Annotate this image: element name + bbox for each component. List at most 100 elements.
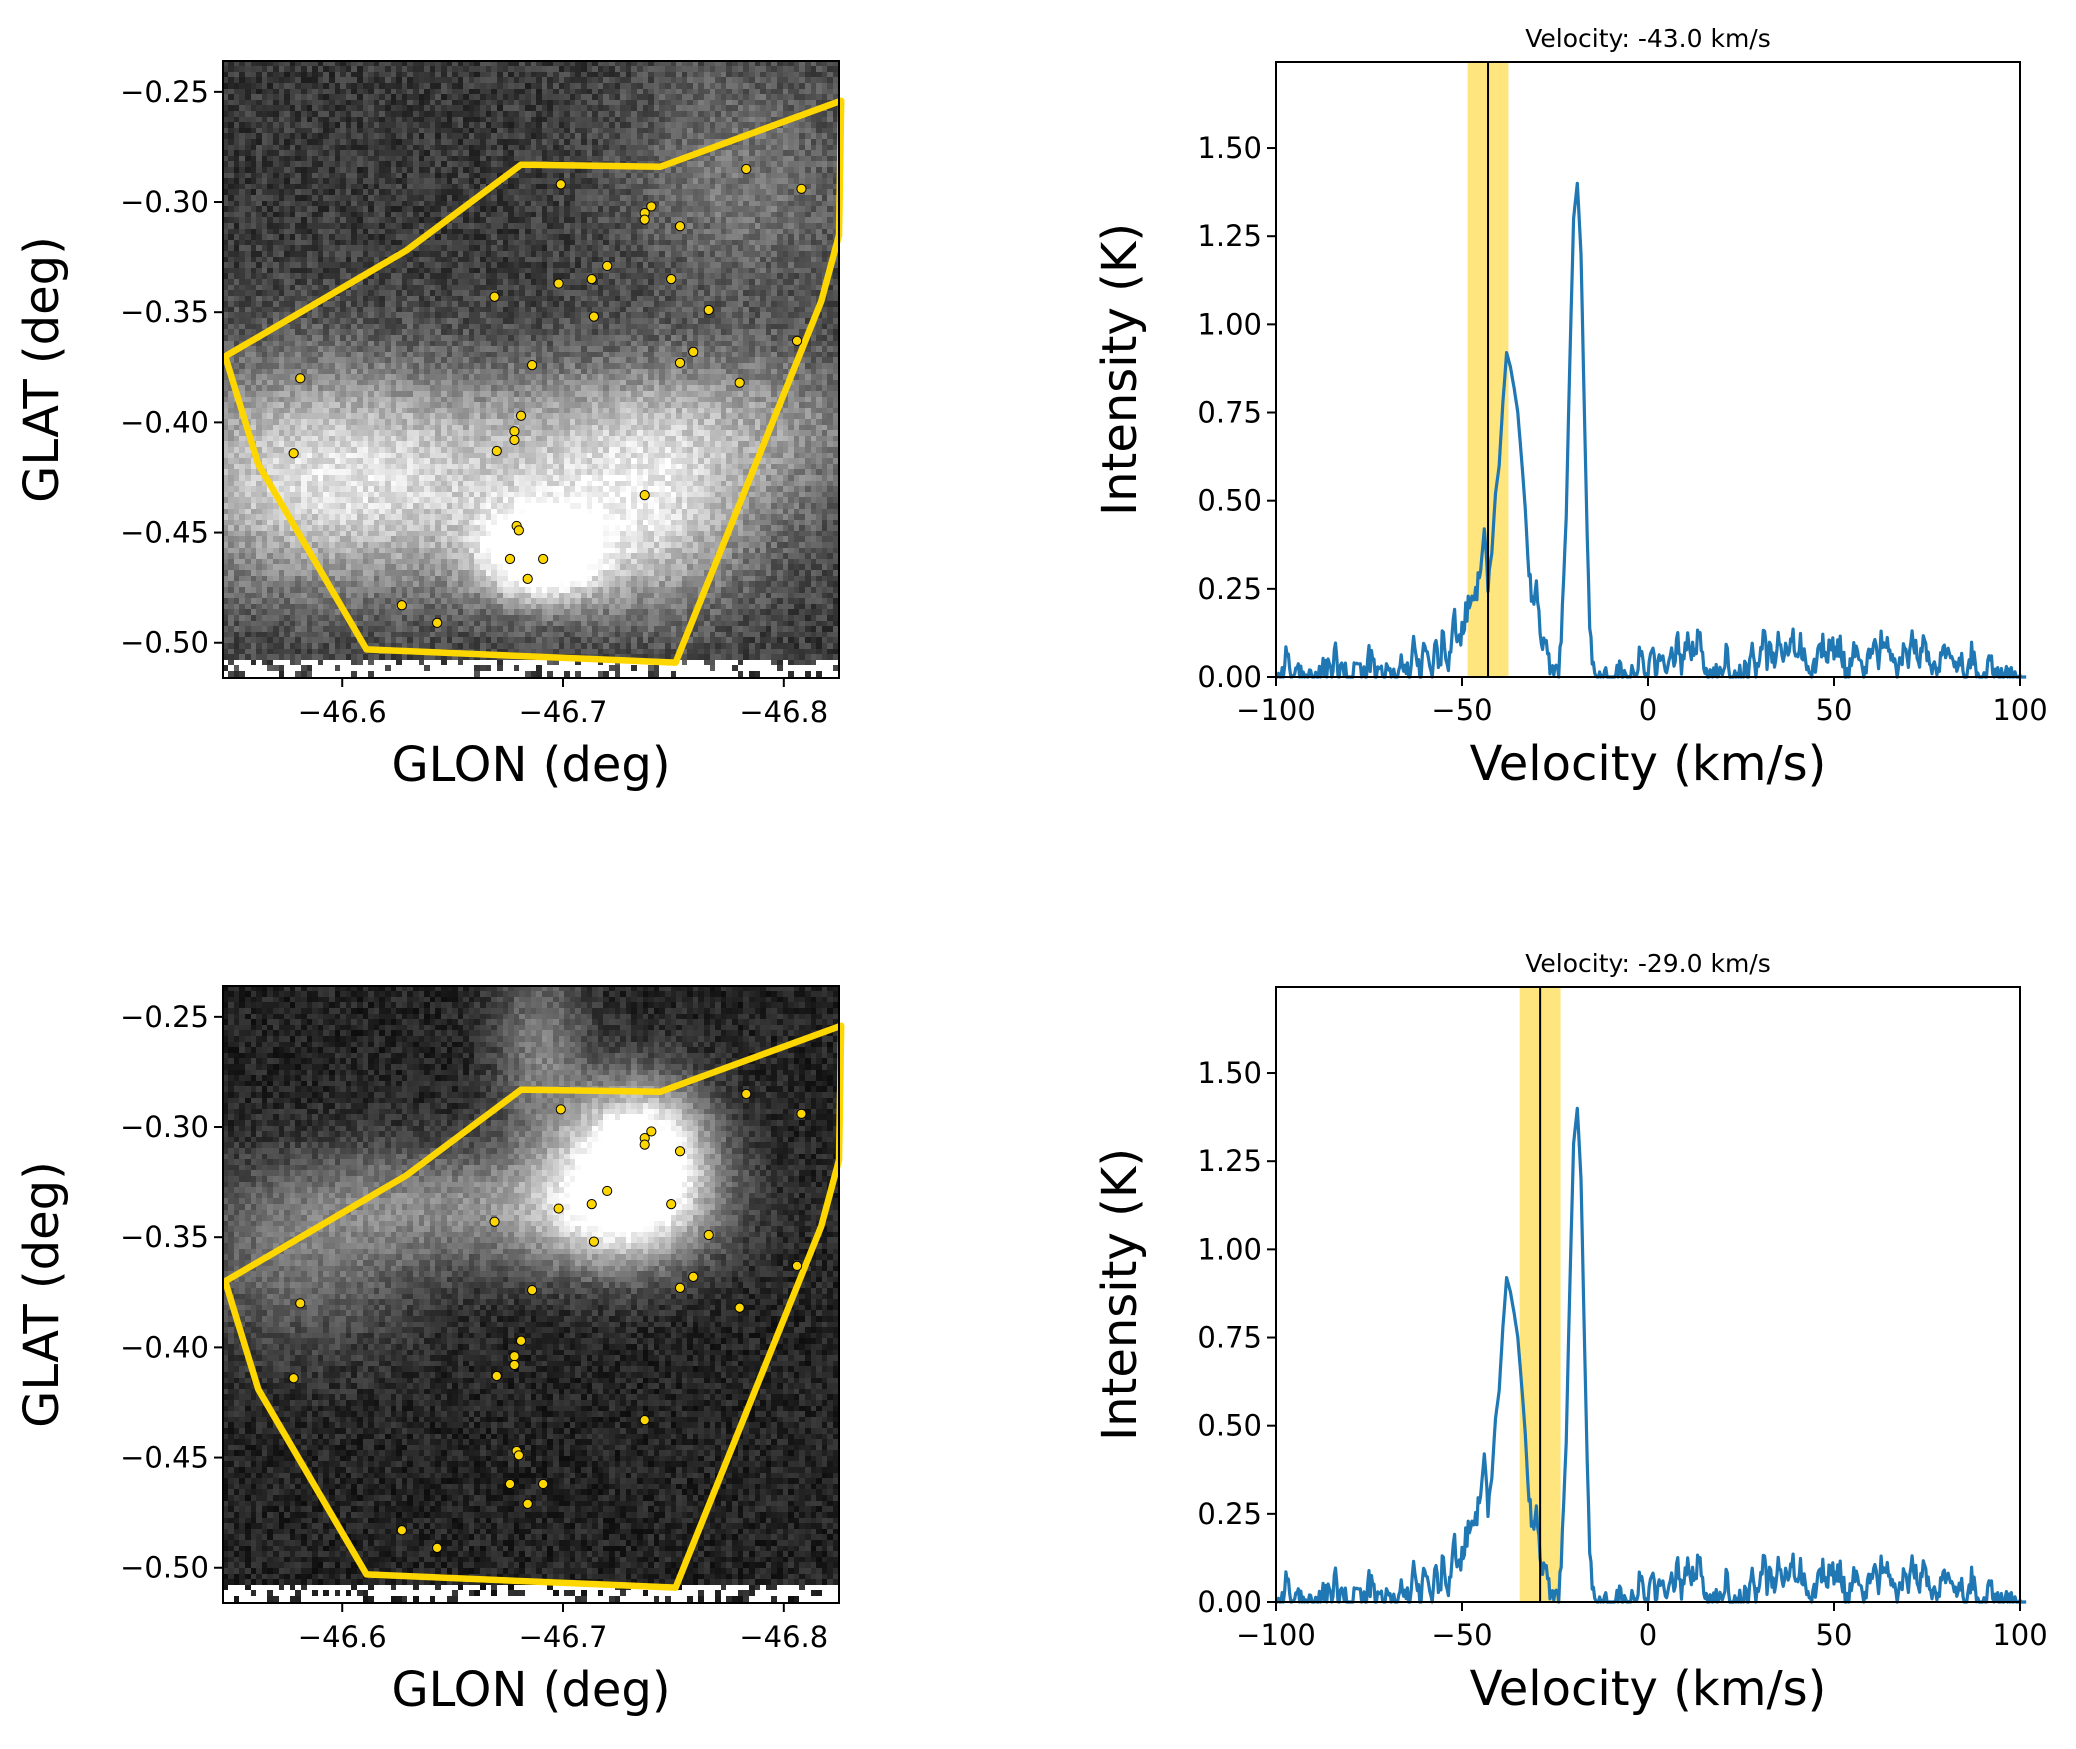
xtick-label: −46.6 [298, 1620, 387, 1654]
source-marker [674, 221, 686, 232]
source-marker [553, 1203, 564, 1214]
ytick-label: −0.40 [120, 1330, 209, 1364]
source-marker [538, 553, 549, 565]
ytick-label: −0.25 [120, 75, 209, 109]
source-marker [527, 1284, 538, 1296]
source-marker [538, 1478, 549, 1490]
source-marker [515, 410, 527, 421]
source-marker [791, 335, 803, 346]
y-axis-label: Intensity (K) [1092, 1148, 1148, 1441]
xtick-label: −46.6 [298, 695, 387, 729]
source-marker [666, 274, 677, 285]
source-marker [522, 573, 533, 584]
ytick-label: 0.00 [1197, 660, 1262, 694]
ytick-label: 0.00 [1197, 1585, 1262, 1619]
y-axis-label: Intensity (K) [1092, 223, 1148, 516]
spectrum-panel-top: 0.00 0.25 0.50 0.75 1.00 1.25 1.50 −100 −50 0 50 10… [1000, 0, 2076, 850]
map-frame [222, 60, 840, 679]
spectrum-panel-bottom: 0.00 0.25 0.50 0.75 1.00 1.25 1.50 −100 −50 0 50 10… [1000, 925, 2076, 1745]
ytick-label: 0.25 [1197, 1497, 1262, 1531]
source-marker [791, 1260, 803, 1271]
xtick-label: −50 [1431, 693, 1492, 727]
source-marker [513, 525, 524, 536]
source-marker [586, 274, 597, 285]
source-marker [703, 1229, 714, 1241]
xtick-label: −46.8 [739, 695, 828, 729]
ytick-label: −0.45 [120, 516, 209, 550]
source-marker [674, 1146, 686, 1157]
source-marker [491, 1370, 502, 1382]
x-axis-label: GLON (deg) [391, 737, 670, 793]
ytick-label: −0.30 [120, 185, 209, 219]
ytick-label: −0.35 [120, 1220, 209, 1254]
source-marker [688, 1271, 699, 1282]
ytick-label: 0.75 [1197, 396, 1262, 430]
xtick-label: −100 [1236, 693, 1316, 727]
source-marker [646, 1126, 657, 1137]
source-marker [796, 183, 807, 194]
y-axis-label: GLAT (deg) [14, 1161, 70, 1428]
source-marker [734, 1302, 745, 1313]
source-marker [741, 1088, 752, 1100]
x-axis-label: Velocity (km/s) [1470, 1661, 1827, 1717]
source-marker [295, 373, 306, 384]
map-panel-bottom: −0.25 −0.30 −0.35 −0.40 −0.45 −0.50 −46.6 −46.7… [0, 925, 900, 1745]
source-marker [527, 359, 538, 371]
region-polygon [221, 1022, 845, 1591]
source-marker [639, 1415, 650, 1426]
map-overlay-bottom: −0.25 −0.30 −0.35 −0.40 −0.45 −0.50 −46.6 −46.7… [14, 985, 845, 1718]
xtick-label: −50 [1431, 1618, 1492, 1652]
source-marker [703, 304, 714, 316]
source-marker [639, 214, 650, 225]
y-axis-label: GLAT (deg) [14, 236, 70, 503]
ytick-label: 1.00 [1197, 307, 1262, 341]
source-marker [555, 1104, 566, 1115]
source-marker [586, 1199, 597, 1210]
source-marker [666, 1199, 677, 1210]
source-marker [741, 163, 752, 175]
ytick-label: 1.50 [1197, 1056, 1262, 1090]
source-marker [396, 600, 407, 611]
source-marker [432, 1542, 443, 1554]
source-marker [602, 1185, 613, 1197]
region-polygon [221, 97, 845, 666]
spectrum-frame [1275, 61, 2021, 678]
source-marker [295, 1298, 306, 1309]
xtick-label: −46.7 [519, 1620, 608, 1654]
ytick-label: 0.75 [1197, 1321, 1262, 1355]
xtick-label: 50 [1816, 693, 1853, 727]
source-marker [796, 1108, 807, 1119]
map-overlay-top: −0.25 −0.30 −0.35 −0.40 −0.45 −0.50 −46.6 −46.7… [14, 60, 845, 793]
ytick-label: −0.40 [120, 405, 209, 439]
spectrum-title: Velocity: -29.0 km/s [1525, 949, 1771, 978]
source-marker [288, 1373, 299, 1384]
ytick-label: 1.25 [1197, 219, 1262, 253]
source-marker [639, 1139, 650, 1150]
spectrum-title: Velocity: -43.0 km/s [1525, 24, 1771, 53]
source-marker [515, 1335, 527, 1346]
ytick-label: −0.35 [120, 295, 209, 329]
xtick-label: 100 [1992, 1618, 2047, 1652]
source-marker [504, 553, 516, 565]
ytick-label: 1.00 [1197, 1232, 1262, 1266]
ytick-label: 1.50 [1197, 131, 1262, 165]
source-marker [734, 377, 745, 388]
source-marker [509, 434, 520, 446]
source-marker [588, 311, 600, 322]
spectrum-line [1275, 181, 2027, 679]
ytick-label: 0.50 [1197, 484, 1262, 518]
source-marker [491, 445, 502, 457]
source-marker [639, 490, 650, 501]
xtick-label: 100 [1992, 693, 2047, 727]
source-marker [553, 278, 564, 289]
xtick-label: −46.7 [519, 695, 608, 729]
xtick-label: 0 [1639, 693, 1657, 727]
ytick-label: −0.45 [120, 1441, 209, 1475]
spectrum-plot-bottom: 0.00 0.25 0.50 0.75 1.00 1.25 1.50 −100 −50 0 50 10… [1092, 949, 2048, 1717]
ytick-label: −0.50 [120, 626, 209, 660]
x-axis-label: Velocity (km/s) [1470, 736, 1827, 792]
spectrum-line [1275, 1106, 2027, 1604]
map-frame [222, 985, 840, 1604]
xtick-label: 0 [1639, 1618, 1657, 1652]
source-marker [602, 260, 613, 272]
